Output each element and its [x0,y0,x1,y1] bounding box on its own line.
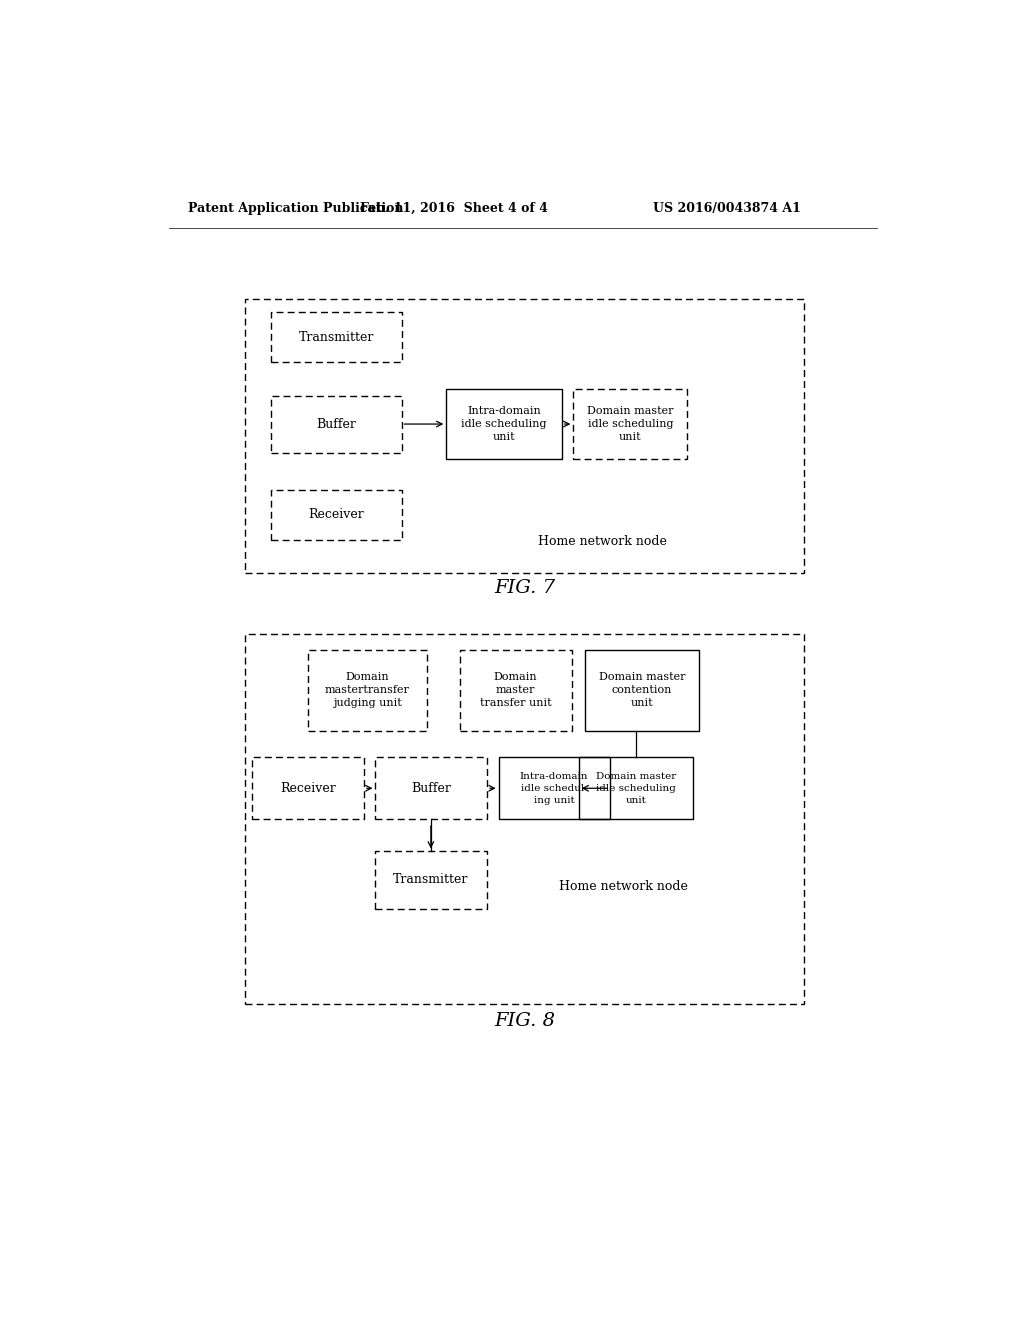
Text: Domain
master
transfer unit: Domain master transfer unit [480,672,551,708]
Bar [446,389,562,459]
Bar [573,389,687,459]
Bar [499,758,610,818]
Text: Feb. 11, 2016  Sheet 4 of 4: Feb. 11, 2016 Sheet 4 of 4 [360,202,548,215]
Text: Home network node: Home network node [559,879,688,892]
Bar [270,396,401,453]
Bar [307,649,427,730]
Bar [270,490,401,540]
Text: Domain
mastertransfer
judging unit: Domain mastertransfer judging unit [325,672,410,708]
Bar [376,851,487,909]
Text: Domain master
contention
unit: Domain master contention unit [599,672,685,708]
Text: Patent Application Publication: Patent Application Publication [188,202,403,215]
Text: Home network node: Home network node [539,535,667,548]
Text: Buffer: Buffer [316,417,356,430]
Text: Intra-domain
idle schedul-
ing unit: Intra-domain idle schedul- ing unit [520,772,589,805]
Bar [579,758,692,818]
Bar [245,300,804,573]
Bar [252,758,364,818]
Text: Receiver: Receiver [308,508,364,520]
Text: US 2016/0043874 A1: US 2016/0043874 A1 [652,202,801,215]
Text: FIG. 7: FIG. 7 [495,579,555,597]
Text: Intra-domain
idle scheduling
unit: Intra-domain idle scheduling unit [461,405,547,442]
Bar [270,313,401,363]
Text: Transmitter: Transmitter [298,330,374,343]
Text: Buffer: Buffer [411,781,451,795]
Bar [585,649,698,730]
Text: Domain master
idle scheduling
unit: Domain master idle scheduling unit [596,772,676,805]
Bar [376,758,487,818]
Text: Receiver: Receiver [280,781,336,795]
Text: FIG. 8: FIG. 8 [495,1012,555,1030]
Text: Transmitter: Transmitter [393,874,469,887]
Bar [245,635,804,1003]
Text: Domain master
idle scheduling
unit: Domain master idle scheduling unit [587,405,674,442]
Bar [460,649,571,730]
